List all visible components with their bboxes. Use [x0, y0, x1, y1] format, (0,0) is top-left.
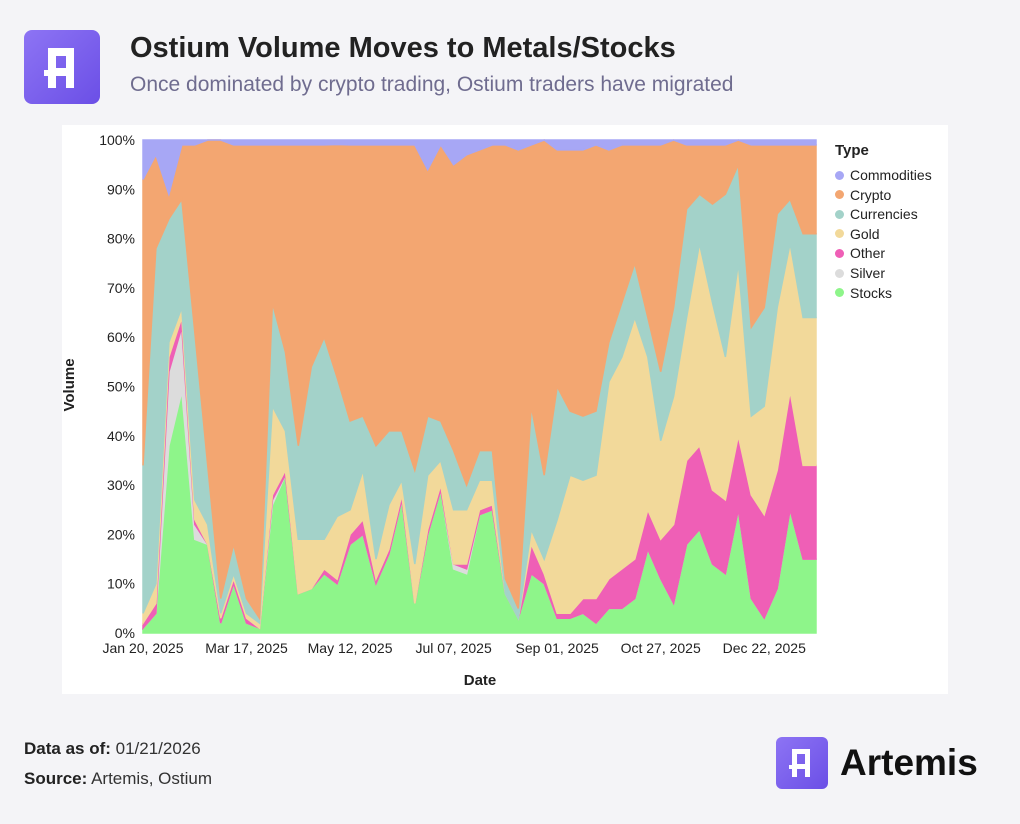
- source-line: Source: Artemis, Ostium: [24, 769, 212, 788]
- page-subtitle: Once dominated by crypto trading, Ostium…: [130, 73, 734, 96]
- artemis-brand-icon: [776, 737, 828, 789]
- chart-areas: [142, 139, 817, 634]
- legend-swatch: [835, 248, 844, 258]
- y-tick-label: 80%: [107, 231, 135, 247]
- legend-title: Type: [835, 142, 869, 159]
- stacked-area-chart: 0% 10% 20% 30% 40% 50% 60% 70% 80% 90% 100% Jan 20…: [62, 132, 817, 689]
- legend-item-stocks: Stocks: [835, 285, 892, 301]
- legend-item-crypto: Crypto: [835, 187, 891, 203]
- y-tick-label: 100%: [99, 132, 135, 148]
- x-tick-label: Mar 17, 2025: [205, 640, 288, 656]
- y-tick-label: 50%: [107, 379, 135, 395]
- legend-label: Gold: [850, 225, 880, 242]
- area-commodities: [142, 139, 817, 197]
- legend-label: Other: [850, 245, 886, 262]
- legend-item-gold: Gold: [835, 226, 880, 242]
- x-axis-label: Date: [464, 672, 497, 689]
- legend-swatch: [835, 170, 844, 180]
- x-tick-label: Sep 01, 2025: [516, 640, 600, 656]
- y-tick-label: 40%: [107, 428, 135, 444]
- y-tick-label: 90%: [107, 181, 135, 197]
- x-tick-label: Dec 22, 2025: [723, 640, 806, 656]
- legend-label: Commodities: [850, 167, 932, 183]
- y-tick-label: 60%: [107, 329, 135, 345]
- y-tick-label: 30%: [107, 477, 135, 493]
- legend-label: Crypto: [850, 186, 892, 203]
- legend-label: Silver: [850, 265, 886, 281]
- artemis-logo-icon: [24, 30, 100, 104]
- x-axis: Jan 20, 2025 Mar 17, 2025 May 12, 2025 Jul …: [103, 640, 807, 656]
- x-tick-label: Jan 20, 2025: [103, 640, 184, 656]
- legend-item-other: Other: [835, 245, 885, 261]
- legend-swatch: [835, 209, 844, 219]
- brand: Artemis: [776, 737, 978, 789]
- x-tick-label: Jul 07, 2025: [415, 640, 491, 656]
- brand-name: Artemis: [840, 742, 978, 783]
- y-tick-label: 10%: [107, 576, 135, 592]
- y-tick-label: 70%: [107, 280, 135, 296]
- legend-swatch: [835, 190, 844, 200]
- y-tick-label: 20%: [107, 526, 135, 542]
- y-tick-label: 0%: [115, 625, 135, 641]
- legend-item-silver: Silver: [835, 265, 885, 281]
- legend-label: Currencies: [850, 206, 918, 223]
- y-axis: 0% 10% 20% 30% 40% 50% 60% 70% 80% 90% 100%: [99, 132, 135, 641]
- legend-swatch: [835, 288, 844, 298]
- y-axis-label: Volume: [62, 358, 78, 411]
- data-as-of: Data as of: 01/21/2026: [24, 739, 201, 758]
- legend-item-commodities: Commodities: [835, 167, 932, 183]
- x-tick-label: Oct 27, 2025: [621, 640, 701, 656]
- x-tick-label: May 12, 2025: [308, 640, 393, 656]
- legend-label: Stocks: [850, 284, 893, 301]
- page-title: Ostium Volume Moves to Metals/Stocks: [130, 32, 676, 64]
- legend-item-currencies: Currencies: [835, 206, 918, 222]
- chart-panel: 0% 10% 20% 30% 40% 50% 60% 70% 80% 90% 100% Jan 20…: [62, 125, 948, 694]
- legend-swatch: [835, 229, 844, 239]
- legend-swatch: [835, 268, 844, 278]
